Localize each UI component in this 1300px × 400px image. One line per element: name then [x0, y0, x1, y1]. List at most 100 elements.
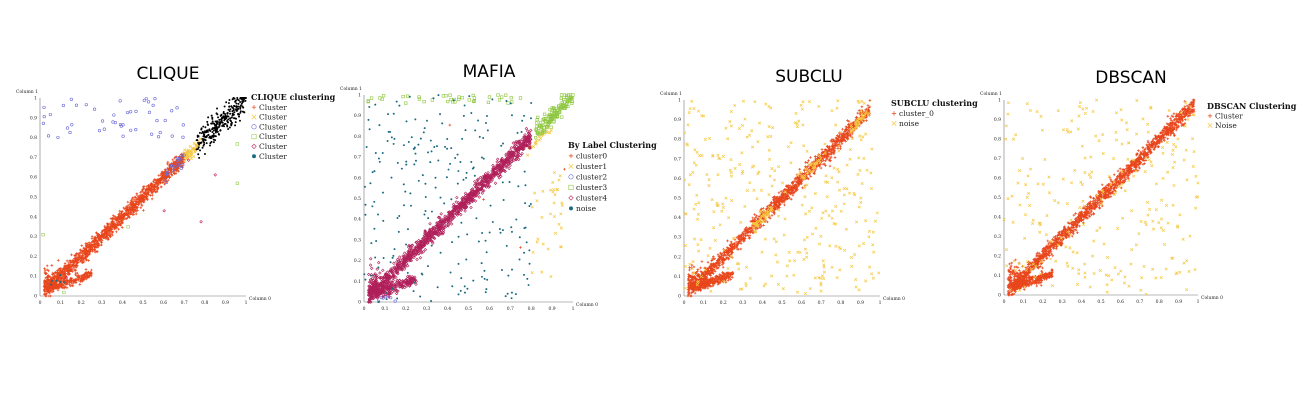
legend-marker	[568, 195, 574, 201]
data-point	[63, 264, 67, 267]
data-point	[59, 285, 63, 288]
data-point	[61, 275, 64, 279]
data-point	[129, 128, 133, 132]
data-point	[228, 99, 231, 102]
data-point	[376, 260, 381, 265]
data-point	[175, 162, 178, 165]
data-point	[103, 226, 107, 229]
data-point	[148, 184, 152, 187]
data-point	[46, 278, 50, 281]
data-point	[706, 260, 710, 264]
data-point	[74, 103, 79, 107]
data-point	[226, 119, 229, 122]
x-tick-label: 0.5	[778, 300, 785, 306]
data-point	[161, 177, 164, 181]
data-point	[533, 191, 537, 195]
data-point	[76, 258, 80, 262]
data-point	[770, 214, 774, 217]
data-point	[455, 195, 459, 200]
data-point	[528, 262, 531, 265]
data-point	[415, 257, 419, 262]
data-point	[699, 266, 702, 270]
data-point	[529, 202, 532, 205]
data-point	[71, 263, 75, 267]
data-point	[202, 133, 205, 136]
data-point	[480, 191, 484, 195]
data-point	[424, 209, 427, 212]
data-point	[177, 160, 181, 164]
data-point	[390, 136, 393, 139]
data-point	[68, 259, 72, 263]
x-tick-label: 0.8	[837, 300, 844, 306]
data-point	[215, 129, 218, 132]
data-point	[135, 201, 138, 205]
data-point	[106, 233, 110, 237]
data-point	[449, 162, 452, 165]
data-point	[381, 151, 384, 154]
data-point	[70, 284, 74, 287]
data-points	[683, 99, 881, 298]
data-point	[412, 147, 415, 150]
data-point	[484, 291, 487, 294]
data-point	[560, 203, 564, 207]
x-tick-label: 0.3	[739, 300, 746, 306]
data-point	[170, 134, 174, 138]
data-point	[145, 195, 149, 199]
data-point	[451, 285, 454, 288]
data-point	[486, 171, 490, 175]
data-point	[97, 238, 101, 241]
data-point	[54, 285, 58, 289]
legend-label: cluster3	[576, 183, 607, 192]
data-point	[244, 99, 247, 102]
x-tick-label: 0.3	[423, 306, 430, 312]
data-point	[238, 119, 241, 122]
data-point	[809, 156, 812, 159]
data-point	[142, 199, 146, 202]
data-point	[560, 115, 564, 119]
data-point	[179, 166, 183, 170]
data-point	[481, 232, 484, 235]
data-point	[134, 199, 137, 203]
data-point	[364, 278, 367, 281]
data-point	[134, 128, 138, 132]
data-point	[96, 236, 100, 240]
data-point	[398, 104, 401, 107]
data-point	[128, 202, 132, 206]
data-point	[111, 214, 115, 217]
x-tick-label: 0.9	[549, 306, 556, 312]
data-point	[372, 274, 375, 277]
data-point	[496, 93, 500, 97]
data-point	[523, 114, 526, 117]
data-point	[102, 127, 106, 131]
data-point	[237, 105, 240, 108]
x-tick-label: 0.3	[98, 300, 105, 306]
data-point	[43, 268, 47, 272]
data-point	[210, 135, 213, 138]
data-point	[47, 269, 50, 273]
x-tick-label: 0.1	[381, 306, 388, 312]
data-point	[84, 103, 88, 107]
data-point	[216, 120, 219, 123]
data-point	[427, 217, 430, 220]
data-point	[536, 237, 540, 241]
data-point	[378, 124, 381, 127]
data-point	[166, 160, 170, 164]
data-point	[64, 276, 69, 280]
data-point	[43, 267, 46, 270]
data-point	[128, 208, 132, 211]
data-point	[518, 236, 521, 239]
data-point	[223, 122, 226, 125]
data-point	[472, 96, 477, 100]
data-point	[117, 227, 120, 231]
data-point	[807, 159, 810, 163]
data-point	[145, 193, 149, 196]
data-point	[94, 236, 97, 240]
legend-label: Cluster	[259, 113, 287, 122]
data-point	[150, 197, 154, 201]
data-point	[71, 260, 75, 264]
x-tick-label: 0.7	[507, 306, 514, 312]
data-point	[506, 101, 510, 105]
data-point	[118, 99, 122, 103]
data-point	[460, 221, 463, 224]
data-point	[42, 282, 46, 286]
